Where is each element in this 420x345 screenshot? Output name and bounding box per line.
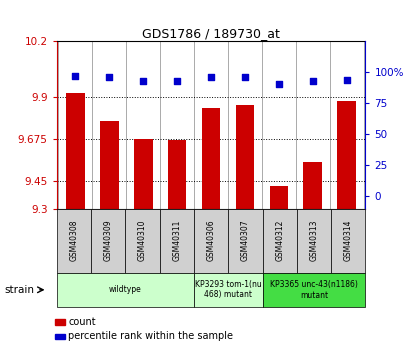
Text: GSM40314: GSM40314 xyxy=(344,220,353,262)
Text: wildtype: wildtype xyxy=(109,285,142,294)
Point xyxy=(276,81,282,86)
Text: strain: strain xyxy=(4,285,34,295)
Text: KP3293 tom-1(nu
468) mutant: KP3293 tom-1(nu 468) mutant xyxy=(195,280,262,299)
Text: GSM40306: GSM40306 xyxy=(207,220,215,262)
Text: GSM40310: GSM40310 xyxy=(138,220,147,262)
Text: GSM40308: GSM40308 xyxy=(69,220,79,262)
Text: KP3365 unc-43(n1186)
mutant: KP3365 unc-43(n1186) mutant xyxy=(270,280,358,299)
Point xyxy=(140,78,147,84)
Text: GSM40311: GSM40311 xyxy=(172,220,181,261)
Text: GSM40313: GSM40313 xyxy=(310,220,318,262)
Bar xyxy=(168,140,186,209)
Bar xyxy=(134,139,152,209)
Text: GSM40312: GSM40312 xyxy=(275,220,284,261)
Point xyxy=(106,75,113,80)
Point xyxy=(310,78,316,84)
Point xyxy=(344,77,350,82)
Point xyxy=(241,75,248,80)
Text: percentile rank within the sample: percentile rank within the sample xyxy=(68,332,233,341)
Bar xyxy=(236,105,254,209)
Bar xyxy=(202,108,220,209)
Text: count: count xyxy=(68,317,96,327)
Title: GDS1786 / 189730_at: GDS1786 / 189730_at xyxy=(142,27,280,40)
Point xyxy=(72,73,79,79)
Point xyxy=(174,78,181,84)
Bar xyxy=(304,162,322,209)
Text: GSM40307: GSM40307 xyxy=(241,220,250,262)
Bar xyxy=(337,101,356,209)
Bar xyxy=(270,186,288,209)
Bar xyxy=(66,93,85,209)
Text: GSM40309: GSM40309 xyxy=(104,220,113,262)
Point xyxy=(208,75,215,80)
Bar xyxy=(100,121,118,209)
